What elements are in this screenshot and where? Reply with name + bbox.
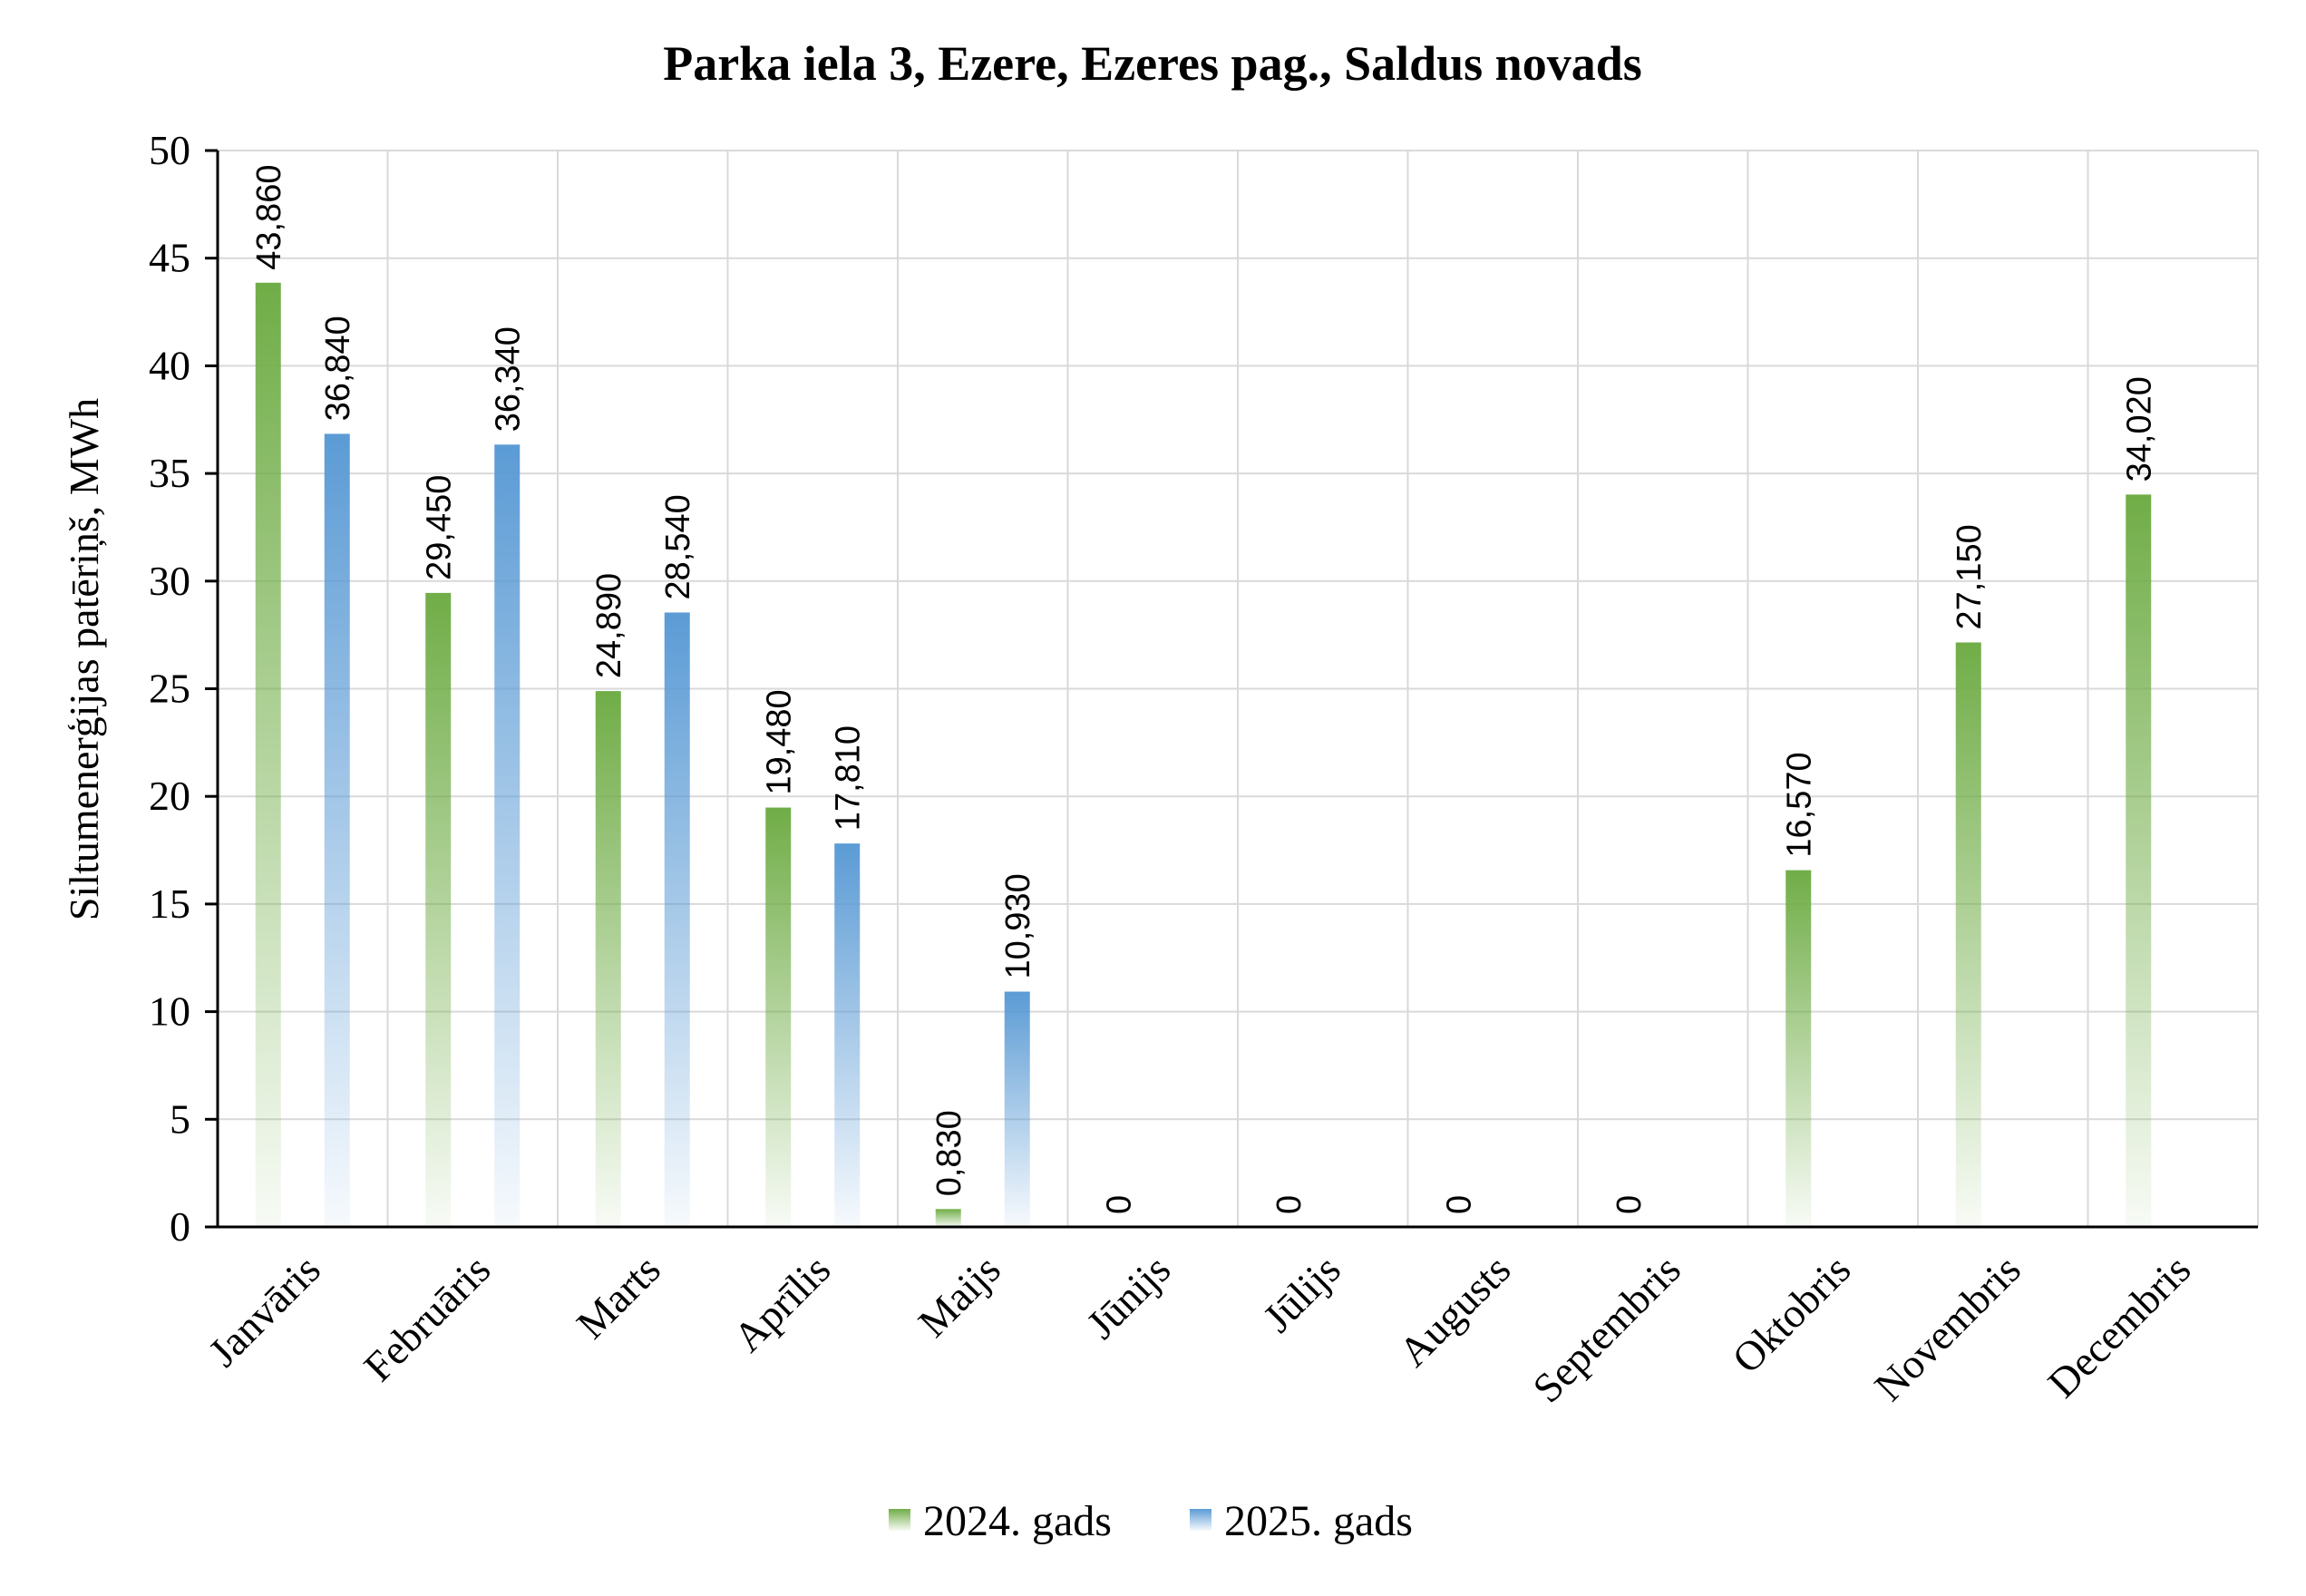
data-label: 10,930 xyxy=(999,873,1037,978)
y-tick-label: 10 xyxy=(149,988,190,1035)
data-label: 17,810 xyxy=(829,725,867,831)
y-axis-label: Siltumenerģijas patēriņš, MWh xyxy=(61,398,107,920)
bars xyxy=(255,282,2152,1227)
data-label: 36,840 xyxy=(319,316,357,421)
data-label: 29,450 xyxy=(420,475,458,580)
bar-2025 xyxy=(834,843,861,1227)
bar-2024 xyxy=(255,282,281,1227)
x-tick-label: Oktobris xyxy=(1723,1246,1859,1382)
bar-2024 xyxy=(425,592,452,1227)
x-tick-labels: Janvāris Februāris Marts Aprīlis Maijs Jūnijs… xyxy=(199,1246,2199,1411)
data-label: 36,340 xyxy=(489,326,527,432)
x-tick-label: Marts xyxy=(568,1246,669,1348)
data-label: 0 xyxy=(1610,1195,1649,1214)
y-tick-labels: 0 5 10 15 20 25 30 35 40 45 50 xyxy=(149,127,190,1250)
bar-2024 xyxy=(935,1209,961,1227)
x-tick-label: Novembris xyxy=(1865,1246,2029,1410)
bar-2024 xyxy=(1785,870,1812,1227)
x-tick-label: Jūlijs xyxy=(1254,1246,1349,1341)
x-tick-label: Aprīlis xyxy=(725,1246,839,1360)
y-tick-label: 20 xyxy=(149,773,190,819)
data-label: 0 xyxy=(1440,1195,1478,1214)
legend-swatch xyxy=(889,1509,910,1531)
data-label: 0 xyxy=(1100,1195,1138,1214)
x-tick-label: Februāris xyxy=(355,1246,499,1390)
data-label: 19,480 xyxy=(760,689,798,794)
data-label: 34,020 xyxy=(2120,376,2158,482)
bar-2024 xyxy=(595,691,621,1227)
y-tick-label: 50 xyxy=(149,127,190,173)
y-tick-label: 35 xyxy=(149,450,190,496)
data-label: 0 xyxy=(1270,1195,1309,1214)
data-label: 0,830 xyxy=(930,1110,968,1196)
x-tick-label: Jūnijs xyxy=(1077,1246,1179,1348)
data-label: 27,150 xyxy=(1951,524,1989,629)
bar-2024 xyxy=(765,807,792,1227)
legend: 2024. gads 2025. gads xyxy=(889,1497,1413,1545)
bar-2025 xyxy=(494,444,521,1227)
bar-2025 xyxy=(324,433,350,1227)
axes xyxy=(205,149,2258,1229)
data-label: 24,890 xyxy=(590,573,628,678)
data-label: 43,860 xyxy=(250,165,288,270)
bar-2025 xyxy=(1004,991,1030,1227)
y-tick-label: 40 xyxy=(149,342,190,388)
y-tick-label: 15 xyxy=(149,881,190,927)
x-tick-label: Septembris xyxy=(1523,1246,1688,1411)
legend-label: 2025. gads xyxy=(1224,1497,1413,1545)
x-tick-label: Decembris xyxy=(2038,1246,2199,1406)
y-tick-label: 5 xyxy=(170,1095,190,1142)
y-tick-label: 0 xyxy=(170,1203,190,1250)
data-label: 28,540 xyxy=(659,494,697,599)
bar-2025 xyxy=(664,612,690,1227)
data-labels: 43,860 36,840 29,450 36,340 24,890 28,540 19,4… xyxy=(250,165,2159,1214)
legend-label: 2024. gads xyxy=(923,1497,1112,1545)
x-tick-label: Janvāris xyxy=(199,1246,329,1376)
gridlines xyxy=(218,150,2259,1227)
y-tick-label: 45 xyxy=(149,235,190,281)
y-tick-label: 30 xyxy=(149,558,190,604)
chart-title: Parka iela 3, Ezere, Ezeres pag., Saldus… xyxy=(663,36,1642,91)
y-tick-label: 25 xyxy=(149,666,190,712)
bar-2024 xyxy=(2126,494,2152,1227)
bar-2024 xyxy=(1955,642,1981,1227)
x-tick-label: Augusts xyxy=(1390,1246,1520,1376)
legend-swatch xyxy=(1190,1509,1211,1531)
x-tick-label: Maijs xyxy=(910,1246,1009,1346)
data-label: 16,570 xyxy=(1780,752,1818,857)
